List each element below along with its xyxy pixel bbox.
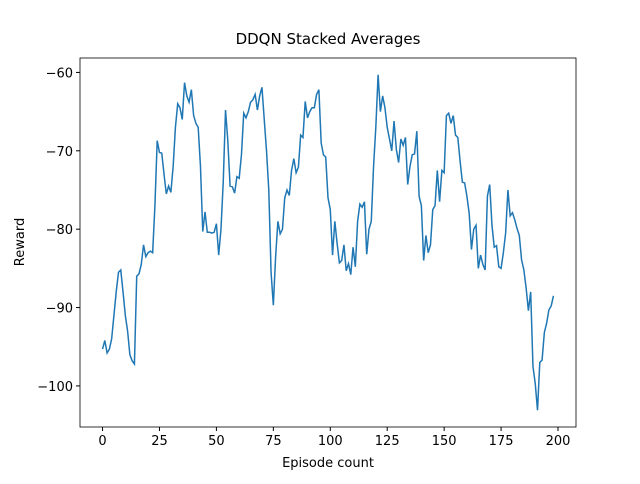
y-axis-label: Reward: [13, 218, 28, 266]
x-tick-label: 150: [432, 434, 457, 449]
x-tick-label: 175: [489, 434, 514, 449]
y-tick-label: −60: [46, 66, 73, 81]
chart-title: DDQN Stacked Averages: [236, 30, 421, 48]
x-tick-label: 125: [375, 434, 400, 449]
data-line: [101, 74, 555, 411]
x-axis-label: Episode count: [282, 456, 374, 471]
y-tick-label: −100: [37, 380, 73, 395]
x-tick-label: 0: [98, 434, 106, 449]
x-tick-label: 75: [265, 434, 282, 449]
x-tick-label: 100: [318, 434, 343, 449]
x-tick-label: 200: [546, 434, 571, 449]
y-tick-label: −70: [46, 145, 73, 160]
y-tick-label: −80: [46, 223, 73, 238]
axes-frame: [79, 57, 577, 428]
x-tick-label: 50: [208, 434, 225, 449]
y-tick-label: −90: [46, 302, 73, 317]
x-tick-label: 25: [151, 434, 168, 449]
